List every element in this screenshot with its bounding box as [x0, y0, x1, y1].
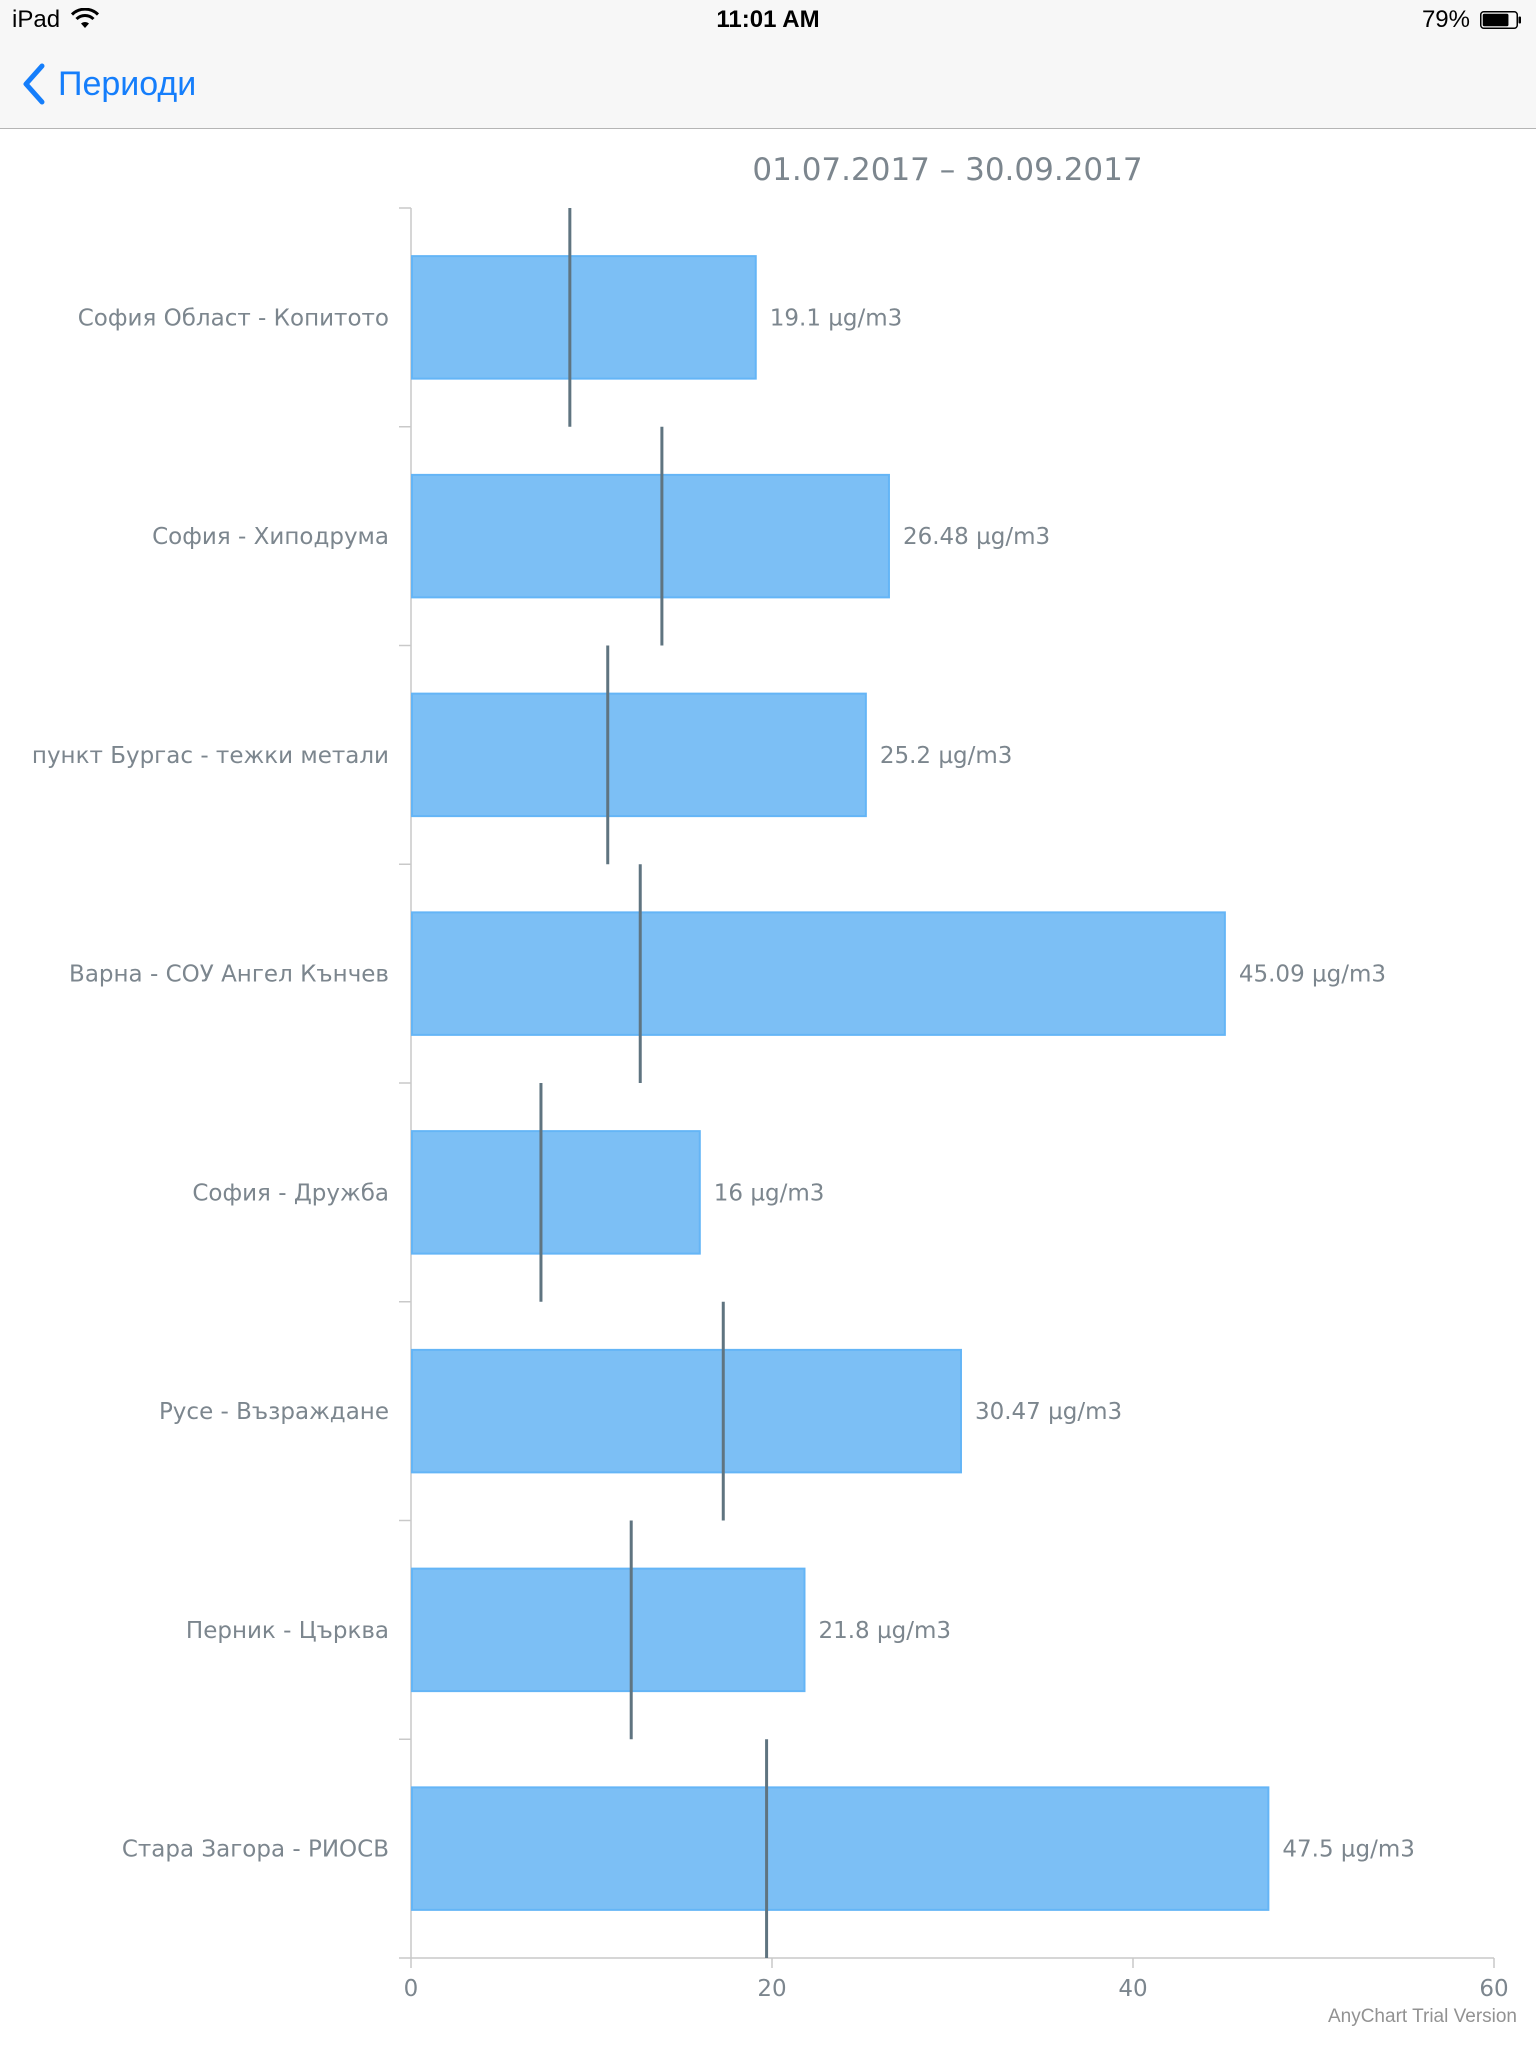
status-bar: iPad 11:01 AM 79%: [0, 0, 1536, 40]
value-label: 19.1 µg/m3: [770, 305, 903, 331]
category-label: Варна - СОУ Ангел Кънчев: [69, 962, 389, 988]
x-tick-label: 20: [757, 1976, 786, 2002]
chart-svg: 01.07.2017 – 30.09.2017 0 20 40 60 София Обла…: [32, 152, 1517, 2027]
back-button[interactable]: Периоди: [20, 60, 196, 108]
category-label: Русе - Възраждане: [159, 1399, 389, 1425]
pollution-bar-chart: 01.07.2017 – 30.09.2017 0 20 40 60 София Обла…: [0, 129, 1536, 2048]
battery-percentage: 79%: [1421, 6, 1470, 33]
chevron-left-icon: [23, 63, 45, 105]
value-label: 45.09 µg/m3: [1239, 962, 1386, 988]
x-tick-label: 0: [404, 1976, 419, 2002]
bar: [411, 1786, 1270, 1911]
chart-credits: AnyChart Trial Version: [1328, 2006, 1517, 2027]
bar: [411, 1348, 962, 1474]
x-tick-label: 60: [1479, 1976, 1508, 2002]
value-label: 26.48 µg/m3: [903, 524, 1050, 550]
bar: [411, 911, 1226, 1036]
bar: [411, 255, 757, 380]
device-name: iPad: [12, 6, 61, 33]
category-label: Стара Загора - РИОСВ: [122, 1837, 389, 1863]
value-label: 30.47 µg/m3: [975, 1399, 1122, 1425]
bar: [411, 1130, 701, 1255]
bar: [411, 1567, 806, 1693]
wifi-icon: [70, 8, 100, 28]
bar: [411, 692, 867, 818]
battery-fill: [1482, 13, 1509, 27]
battery-icon: [1480, 11, 1521, 29]
status-time: 11:01 AM: [716, 6, 820, 33]
category-label: Перник - Църква: [186, 1618, 389, 1644]
back-button-label: Периоди: [58, 64, 197, 103]
category-label: София - Хиподрума: [152, 524, 389, 550]
category-label: София Област - Копитото: [78, 305, 389, 331]
chart-title: 01.07.2017 – 30.09.2017: [752, 152, 1142, 188]
value-label: 16 µg/m3: [714, 1180, 825, 1206]
navigation-bar: Периоди: [0, 40, 1536, 129]
bar: [411, 473, 890, 599]
value-label: 25.2 µg/m3: [880, 743, 1013, 769]
value-label: 47.5 µg/m3: [1282, 1837, 1415, 1863]
category-label: пункт Бургас - тежки метали: [32, 743, 389, 769]
value-label: 21.8 µg/m3: [818, 1618, 951, 1644]
category-label: София - Дружба: [192, 1180, 389, 1206]
x-tick-label: 40: [1118, 1976, 1147, 2002]
